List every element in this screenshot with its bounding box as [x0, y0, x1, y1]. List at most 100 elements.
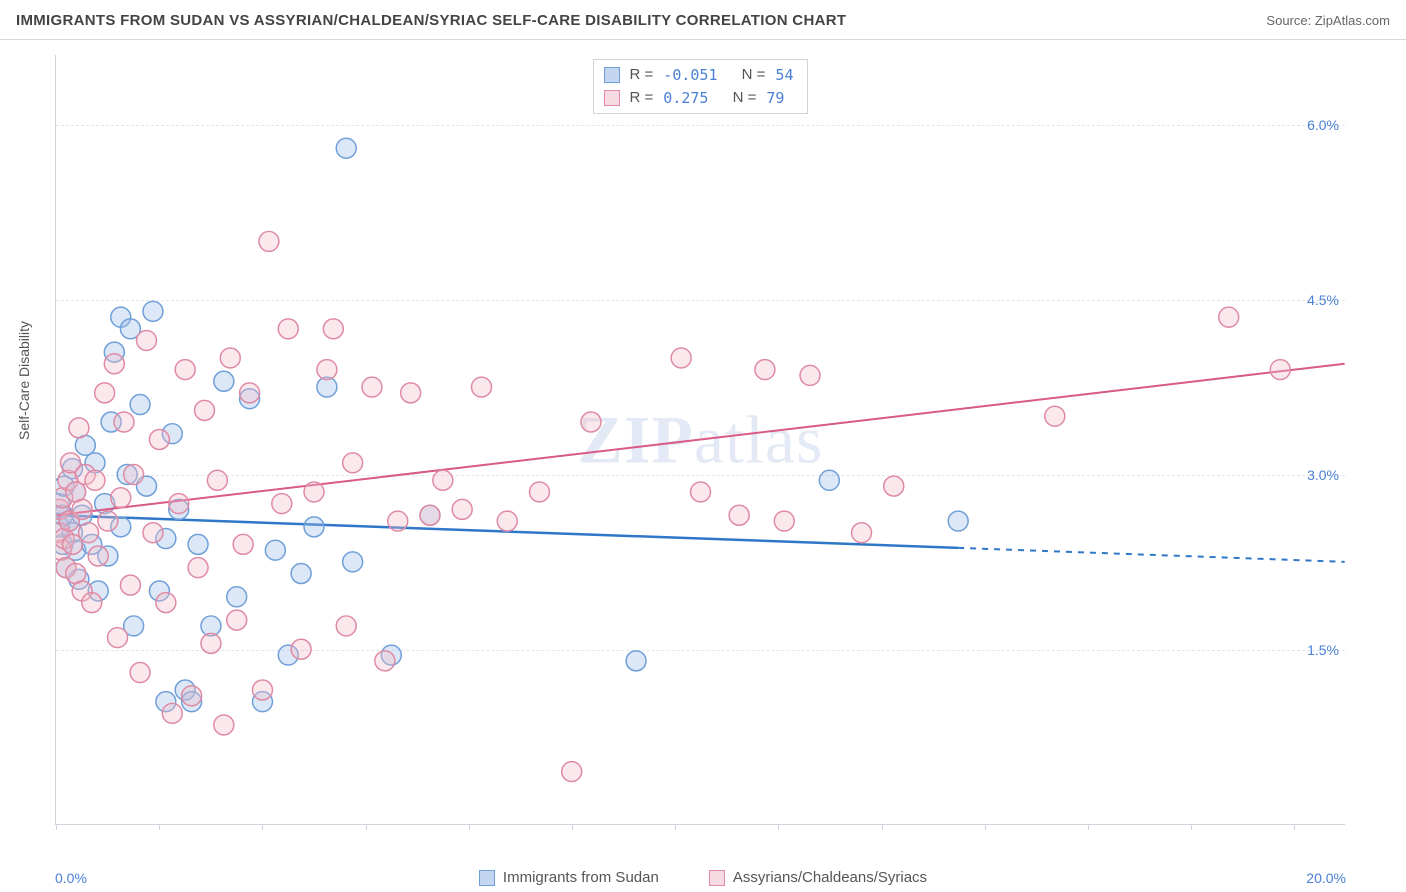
data-point — [69, 418, 89, 438]
data-point — [336, 138, 356, 158]
data-point — [819, 470, 839, 490]
legend-swatch-pink-icon — [709, 870, 725, 886]
stats-r-value-1: -0.051 — [663, 64, 717, 87]
data-point — [188, 534, 208, 554]
data-point — [626, 651, 646, 671]
data-point — [143, 301, 163, 321]
data-point — [88, 546, 108, 566]
data-point — [671, 348, 691, 368]
stats-legend-box: R = -0.051 N = 54 R = 0.275 N = 79 — [593, 59, 809, 114]
source-name: ZipAtlas.com — [1315, 13, 1390, 28]
data-point — [401, 383, 421, 403]
data-point — [265, 540, 285, 560]
stats-row-1: R = -0.051 N = 54 — [604, 64, 794, 87]
stats-r-label-2: R = — [630, 87, 654, 110]
data-point — [233, 534, 253, 554]
data-point — [948, 511, 968, 531]
legend-swatch-blue-icon — [479, 870, 495, 886]
data-point — [98, 511, 118, 531]
data-point — [169, 494, 189, 514]
x-tick — [159, 824, 160, 830]
data-point — [291, 639, 311, 659]
data-point — [130, 663, 150, 683]
y-axis-label: Self-Care Disability — [16, 321, 32, 440]
x-tick — [262, 824, 263, 830]
swatch-pink-icon — [604, 90, 620, 106]
data-point — [162, 703, 182, 723]
stats-r-value-2: 0.275 — [663, 87, 708, 110]
x-tick — [366, 824, 367, 830]
scatter-svg — [56, 55, 1345, 824]
legend-label-1: Immigrants from Sudan — [503, 869, 659, 886]
x-tick — [675, 824, 676, 830]
data-point — [729, 505, 749, 525]
data-point — [317, 360, 337, 380]
data-point — [137, 330, 157, 350]
data-point — [375, 651, 395, 671]
data-point — [497, 511, 517, 531]
x-tick — [572, 824, 573, 830]
data-point — [82, 593, 102, 613]
x-tick — [469, 824, 470, 830]
x-tick — [1088, 824, 1089, 830]
x-tick — [985, 824, 986, 830]
trend-line-dashed — [958, 548, 1344, 562]
data-point — [388, 511, 408, 531]
data-point — [149, 430, 169, 450]
data-point — [195, 400, 215, 420]
data-point — [143, 523, 163, 543]
data-point — [124, 464, 144, 484]
data-point — [214, 371, 234, 391]
x-tick — [1191, 824, 1192, 830]
data-point — [240, 383, 260, 403]
data-point — [72, 499, 92, 519]
data-point — [207, 470, 227, 490]
swatch-blue-icon — [604, 67, 620, 83]
x-tick — [882, 824, 883, 830]
stats-n-value-1: 54 — [775, 64, 793, 87]
stats-n-label-2: N = — [733, 87, 757, 110]
data-point — [362, 377, 382, 397]
data-point — [800, 365, 820, 385]
title-bar: IMMIGRANTS FROM SUDAN VS ASSYRIAN/CHALDE… — [0, 0, 1406, 40]
data-point — [79, 523, 99, 543]
data-point — [120, 575, 140, 595]
legend-item-1: Immigrants from Sudan — [479, 869, 659, 886]
data-point — [220, 348, 240, 368]
data-point — [188, 558, 208, 578]
legend-label-2: Assyrians/Chaldeans/Syriacs — [733, 869, 927, 886]
stats-row-2: R = 0.275 N = 79 — [604, 87, 794, 110]
data-point — [471, 377, 491, 397]
data-point — [323, 319, 343, 339]
data-point — [104, 354, 124, 374]
data-point — [130, 395, 150, 415]
data-point — [755, 360, 775, 380]
data-point — [108, 628, 128, 648]
data-point — [111, 488, 131, 508]
stats-n-value-2: 79 — [766, 87, 784, 110]
data-point — [852, 523, 872, 543]
data-point — [884, 476, 904, 496]
data-point — [774, 511, 794, 531]
data-point — [201, 633, 221, 653]
data-point — [156, 593, 176, 613]
data-point — [336, 616, 356, 636]
x-tick — [56, 824, 57, 830]
data-point — [581, 412, 601, 432]
data-point — [691, 482, 711, 502]
data-point — [304, 517, 324, 537]
data-point — [227, 587, 247, 607]
plot-area: ZIPatlas R = -0.051 N = 54 R = 0.275 N =… — [55, 55, 1345, 825]
data-point — [291, 564, 311, 584]
source-label: Source: — [1266, 13, 1311, 28]
data-point — [562, 762, 582, 782]
data-point — [343, 453, 363, 473]
bottom-legend: Immigrants from Sudan Assyrians/Chaldean… — [0, 869, 1406, 886]
data-point — [304, 482, 324, 502]
source-credit: Source: ZipAtlas.com — [1266, 13, 1390, 28]
data-point — [343, 552, 363, 572]
data-point — [182, 686, 202, 706]
data-point — [1219, 307, 1239, 327]
x-tick — [1294, 824, 1295, 830]
data-point — [259, 231, 279, 251]
